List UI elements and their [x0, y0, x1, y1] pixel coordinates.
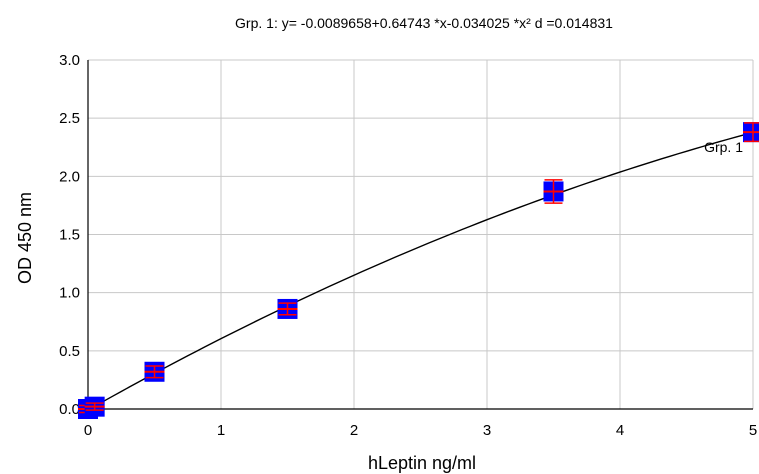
data-point: [84, 396, 105, 417]
data-point: [277, 298, 298, 319]
x-axis-label: hLeptin ng/ml: [368, 453, 476, 473]
x-tick-label: 0: [84, 422, 92, 439]
y-tick-label: 1.5: [59, 227, 80, 244]
data-point: [743, 122, 759, 143]
x-tick-label: 4: [616, 422, 624, 439]
y-tick-label: 2.5: [59, 110, 80, 127]
y-tick-label: 2.0: [59, 168, 80, 185]
x-tick-label: 2: [350, 422, 358, 439]
axes: [87, 60, 753, 410]
tick-labels: 0 1 2 3 4 5 0.0 0.5 1.0 1.5 2.0 2.5 3.0: [59, 52, 757, 439]
chart-title: Grp. 1: y= -0.0089658+0.64743 *x-0.03402…: [235, 15, 613, 31]
data-point: [543, 179, 564, 204]
series-label: Grp. 1: [704, 139, 743, 155]
data-point: [144, 361, 165, 382]
x-tick-label: 5: [749, 422, 757, 439]
grid: [87, 59, 754, 410]
y-tick-label: 0.0: [59, 401, 80, 418]
y-tick-label: 0.5: [59, 343, 80, 360]
x-tick-label: 1: [217, 422, 225, 439]
fit-curve: [87, 131, 754, 411]
y-tick-label: 1.0: [59, 285, 80, 302]
y-axis-label: OD 450 nm: [15, 192, 35, 284]
y-tick-label: 3.0: [59, 52, 80, 69]
series-group: Grp. 1: [78, 122, 759, 419]
x-tick-label: 3: [483, 422, 491, 439]
